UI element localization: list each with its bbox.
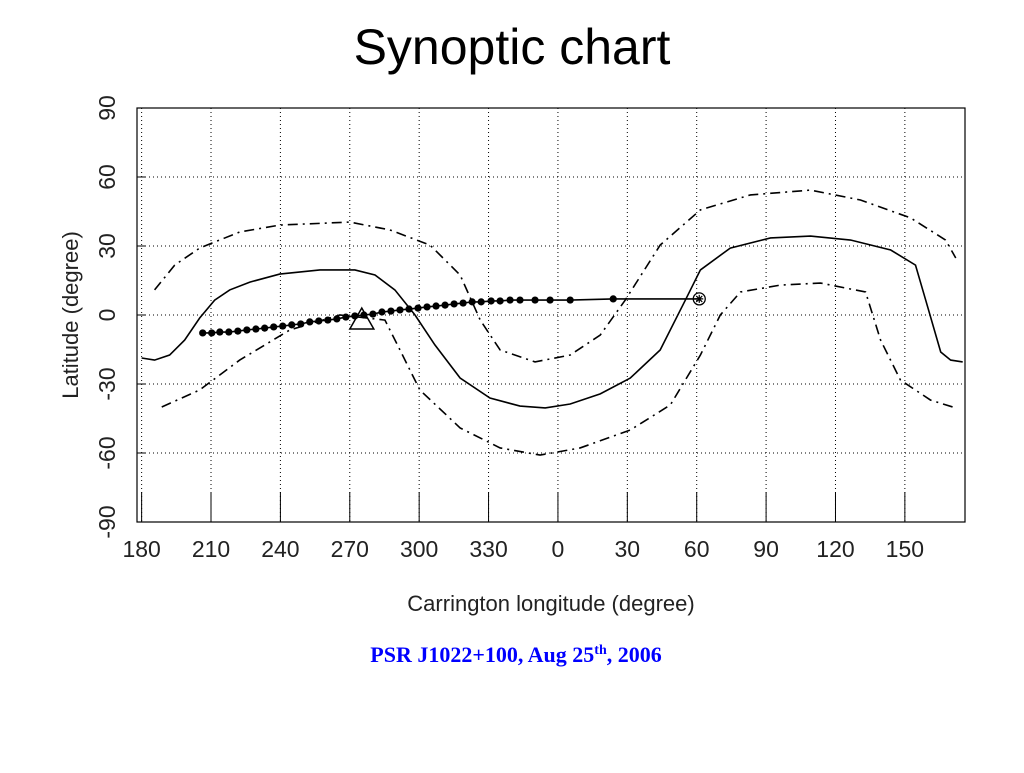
- y-tick-label: 90: [94, 95, 120, 121]
- track-dot: [324, 316, 332, 324]
- track-dot: [261, 324, 269, 332]
- track-dot: [441, 301, 449, 309]
- series-line: [153, 189, 957, 363]
- caption-text: PSR J1022+100, Aug 25: [370, 642, 594, 667]
- track-dot: [531, 296, 539, 304]
- track-dot: [387, 307, 395, 315]
- track-dot: [487, 297, 495, 305]
- track-dot: [306, 318, 314, 326]
- triangle-marker: [348, 306, 376, 330]
- series-line: [141, 235, 963, 409]
- track-dot: [297, 320, 305, 328]
- x-tick-label: 0: [552, 536, 565, 562]
- track-dot: [369, 310, 377, 318]
- track-dot: [208, 329, 216, 337]
- circled-star-marker: [692, 292, 706, 306]
- caption-text: , 2006: [607, 642, 662, 667]
- y-tick-label: -30: [94, 367, 120, 400]
- track-dot: [506, 296, 514, 304]
- x-tick-label: 30: [615, 536, 641, 562]
- x-tick-label: 210: [192, 536, 230, 562]
- track-dot: [546, 296, 554, 304]
- y-tick-label: 30: [94, 233, 120, 259]
- track-dot: [450, 300, 458, 308]
- track-dot: [315, 317, 323, 325]
- track-dot: [216, 328, 224, 336]
- track-dot: [609, 295, 617, 303]
- track-dot: [516, 296, 524, 304]
- track-dot: [225, 328, 233, 336]
- caption: PSR J1022+100, Aug 25th, 2006: [370, 642, 661, 667]
- caption-superscript: th: [594, 643, 607, 658]
- track-dot: [342, 313, 350, 321]
- track-dot: [378, 308, 386, 316]
- chart-title: Synoptic chart: [354, 19, 671, 75]
- track-dot: [566, 296, 574, 304]
- x-tick-label: 330: [469, 536, 507, 562]
- x-axis-label: Carrington longitude (degree): [407, 591, 694, 616]
- track-dot: [288, 321, 296, 329]
- x-tick-label: 120: [816, 536, 854, 562]
- y-tick-label: -60: [94, 436, 120, 469]
- track-dot: [252, 325, 260, 333]
- x-tick-label: 300: [400, 536, 438, 562]
- x-tick-label: 180: [122, 536, 160, 562]
- y-tick-label: 60: [94, 164, 120, 190]
- track-dot: [432, 302, 440, 310]
- track-dot: [396, 306, 404, 314]
- y-tick-label: 0: [94, 309, 120, 322]
- y-axis-label: Latitude (degree): [58, 231, 83, 399]
- track-dot: [405, 305, 413, 313]
- track-dot: [243, 326, 251, 334]
- track-dot: [279, 322, 287, 330]
- track-dot: [459, 299, 467, 307]
- track-dot: [360, 311, 368, 319]
- track-dot: [468, 298, 476, 306]
- x-tick-label: 150: [886, 536, 924, 562]
- x-tick-label: 90: [753, 536, 779, 562]
- x-tick-label: 270: [331, 536, 369, 562]
- x-tick-label: 240: [261, 536, 299, 562]
- series-line: [161, 282, 956, 456]
- y-tick-label: -90: [94, 505, 120, 538]
- track-dot: [423, 303, 431, 311]
- track-dot: [234, 327, 242, 335]
- track-dot: [270, 323, 278, 331]
- track-dot: [414, 304, 422, 312]
- track-dot: [199, 329, 207, 337]
- track-dot: [496, 297, 504, 305]
- track-dot: [477, 298, 485, 306]
- x-tick-label: 60: [684, 536, 710, 562]
- track-dot: [333, 315, 341, 323]
- plot-frame: [136, 107, 966, 523]
